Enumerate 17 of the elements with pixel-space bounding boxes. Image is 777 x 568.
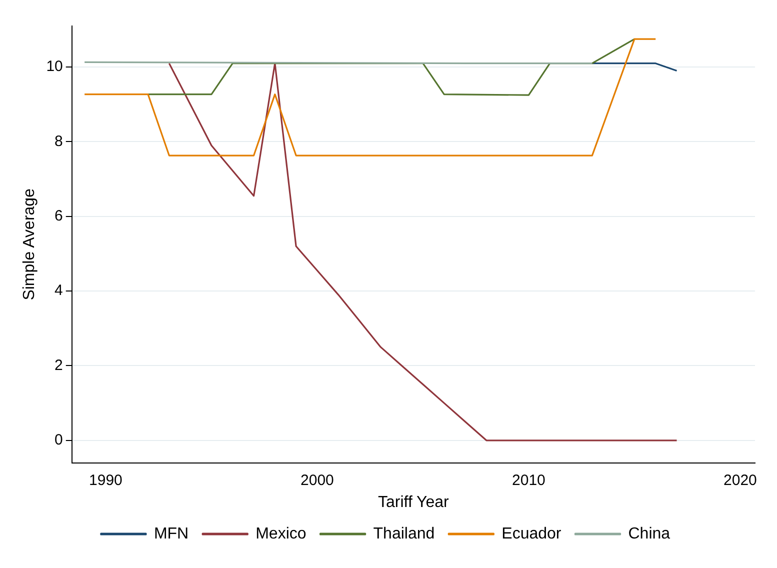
x-tick-label: 2010	[512, 472, 546, 489]
x-tick-label: 2000	[300, 472, 334, 489]
legend-label: China	[628, 525, 670, 542]
x-axis-title: Tariff Year	[378, 494, 450, 511]
y-tick-label: 4	[54, 282, 63, 300]
y-tick-label: 0	[54, 432, 63, 449]
legend-label: Mexico	[256, 525, 306, 542]
legend-label: Ecuador	[502, 525, 562, 542]
x-tick-label: 1990	[89, 472, 122, 489]
y-tick-label: 6	[54, 208, 63, 225]
y-axis-title: Simple Average	[21, 188, 38, 300]
y-tick-label: 2	[54, 356, 63, 374]
x-tick-label: 2020	[724, 472, 757, 489]
y-tick-label: 8	[54, 132, 63, 150]
legend-label: Thailand	[373, 525, 435, 542]
legend-label: MFN	[154, 525, 189, 542]
y-tick-label: 10	[46, 58, 63, 76]
